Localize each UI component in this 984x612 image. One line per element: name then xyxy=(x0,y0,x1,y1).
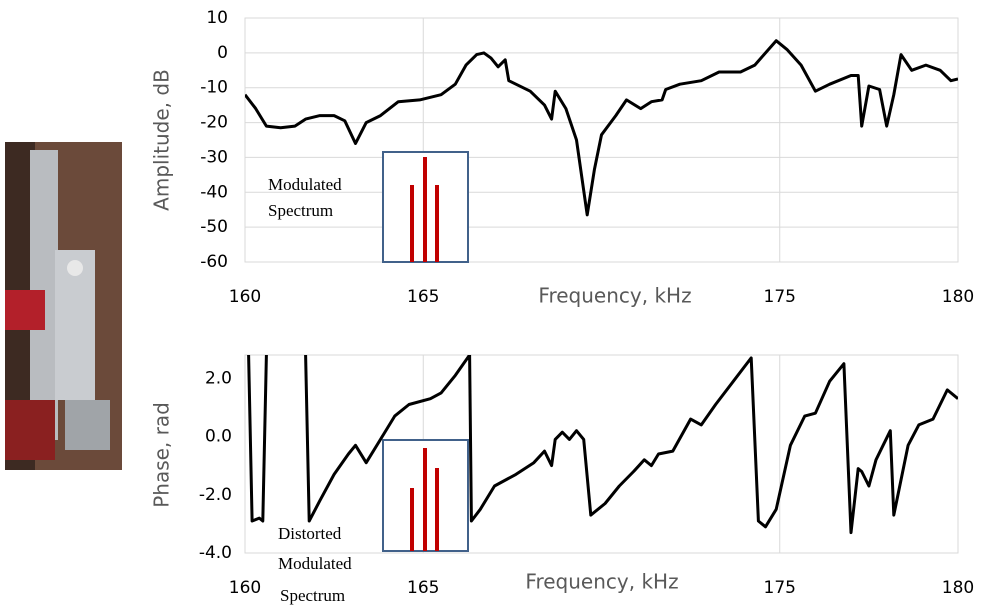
y-tick-label: 10 xyxy=(206,8,228,28)
y-axis-title: Phase, rad xyxy=(150,402,174,508)
line xyxy=(245,39,958,217)
x-tick-label: 165 xyxy=(407,287,439,307)
y-tick-label: -60 xyxy=(200,252,228,272)
x-tick-label: 165 xyxy=(407,578,439,598)
annotation: Modulated xyxy=(278,554,352,573)
x-axis-title: Frequency, kHz xyxy=(525,570,678,594)
plot-border xyxy=(244,17,959,263)
annotation: Modulated xyxy=(268,175,342,194)
y-tick-label: -40 xyxy=(200,182,228,202)
line xyxy=(247,355,958,535)
y-tick-label: -4.0 xyxy=(199,543,232,563)
annotation: Distorted xyxy=(278,524,342,543)
annotation: Spectrum xyxy=(268,201,333,220)
y-tick-label: -2.0 xyxy=(199,485,232,505)
x-tick-label: 175 xyxy=(764,578,796,598)
photo xyxy=(5,142,122,470)
inset-top xyxy=(382,151,469,263)
x-tick-label: 160 xyxy=(229,287,261,307)
y-tick-label: -20 xyxy=(200,113,228,133)
y-tick-label: 0.0 xyxy=(205,427,232,447)
y-tick-label: 2.0 xyxy=(205,368,232,388)
x-axis-title: Frequency, kHz xyxy=(538,284,691,308)
y-axis-title: Amplitude, dB xyxy=(150,69,174,211)
y-tick-label: -50 xyxy=(200,217,228,237)
x-tick-label: 180 xyxy=(942,287,974,307)
y-tick-label: -30 xyxy=(200,147,228,167)
x-tick-label: 180 xyxy=(942,578,974,598)
plot-border xyxy=(244,354,959,554)
annotation: Spectrum xyxy=(280,586,345,605)
inset-bottom xyxy=(382,439,469,552)
y-tick-label: 0 xyxy=(217,43,228,63)
x-tick-label: 175 xyxy=(764,287,796,307)
x-tick-label: 160 xyxy=(229,578,261,598)
y-tick-label: -10 xyxy=(200,78,228,98)
